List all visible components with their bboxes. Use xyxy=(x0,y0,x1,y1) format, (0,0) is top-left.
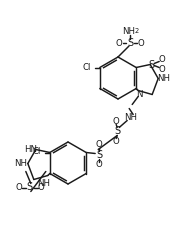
Text: NH: NH xyxy=(14,159,27,168)
Text: NH: NH xyxy=(122,27,136,36)
Text: NH: NH xyxy=(124,113,137,122)
Text: S: S xyxy=(96,150,102,160)
Text: O: O xyxy=(113,117,119,126)
Text: S: S xyxy=(27,183,33,193)
Text: O: O xyxy=(159,55,165,64)
Text: Cl: Cl xyxy=(33,147,41,156)
Text: O: O xyxy=(96,160,102,169)
Text: O: O xyxy=(138,39,144,49)
Text: N: N xyxy=(136,90,142,99)
Text: S: S xyxy=(127,38,133,48)
Text: 2: 2 xyxy=(135,28,139,34)
Text: O: O xyxy=(113,137,119,146)
Text: Cl: Cl xyxy=(83,63,91,72)
Text: S: S xyxy=(114,126,120,136)
Text: O: O xyxy=(96,140,102,149)
Text: NH: NH xyxy=(37,179,50,188)
Text: O: O xyxy=(159,65,165,74)
Text: NH: NH xyxy=(157,74,170,83)
Text: HN: HN xyxy=(24,145,37,154)
Text: S: S xyxy=(148,60,154,69)
Text: O: O xyxy=(38,183,44,192)
Text: O: O xyxy=(116,39,122,49)
Text: O: O xyxy=(15,183,22,192)
